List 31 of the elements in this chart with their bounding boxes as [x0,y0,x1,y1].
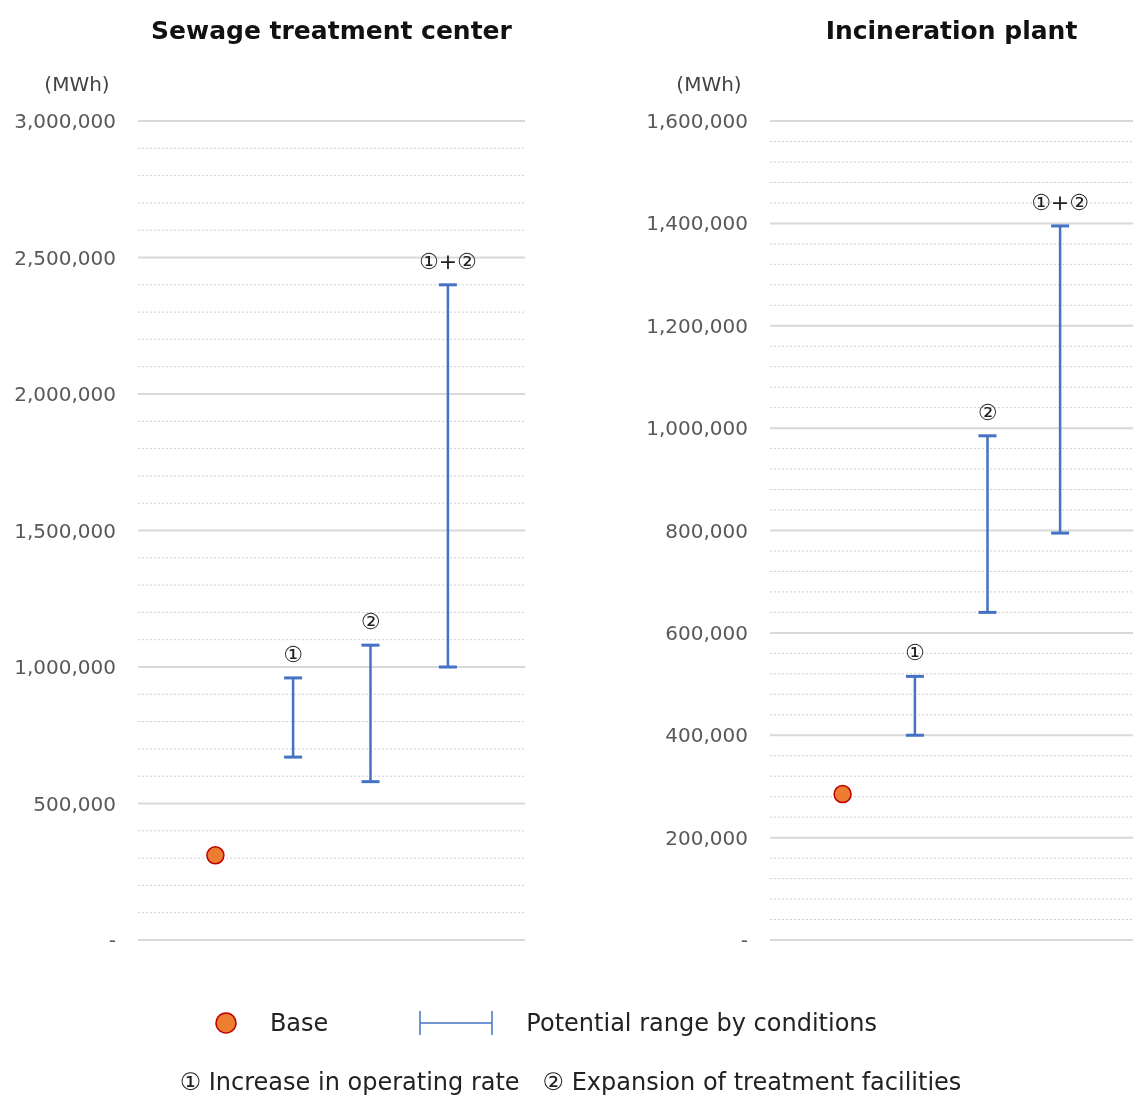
y-tick-label: 3,000,000 [14,109,116,134]
y-tick-label: 1,000,000 [14,655,116,680]
data-label: ② [977,399,998,425]
bar [369,645,372,782]
y-tick-label: 600,000 [665,620,748,645]
data-label: ② [360,609,381,635]
y-tick-label: 1,400,000 [646,211,748,236]
y-tick-label: 2,500,000 [14,245,116,270]
data-label: ① [283,641,303,667]
legend-label: Potential range by conditions [526,1009,878,1037]
data-label: ①+② [418,248,477,274]
y-tick-label: 400,000 [665,723,748,748]
data-label: ①+② [1031,189,1090,215]
y-tick-label: 1,200,000 [646,313,748,338]
y-axis-title: (MWh) [675,72,743,96]
chart-title: Incineration plant [824,16,1079,45]
bar [986,435,989,613]
y-axis-title: (MWh) [43,72,111,96]
data-label: ① [905,640,925,666]
y-tick-label: - [108,928,116,953]
y-tick-label: - [740,928,748,953]
text: ① Increase in operating rate ② Expansion of treatment facilities [178,1068,963,1096]
y-tick-label: 1,600,000 [646,109,748,134]
chart-title: Sewage treatment center [150,16,513,45]
legend-label: Base [269,1009,329,1037]
y-tick-label: 2,000,000 [14,382,116,407]
y-tick-label: 200,000 [665,825,748,850]
y-tick-label: 1,000,000 [646,416,748,441]
y-tick-label: 500,000 [33,791,116,816]
y-tick-label: 1,500,000 [14,518,116,543]
y-tick-label: 800,000 [665,518,748,543]
